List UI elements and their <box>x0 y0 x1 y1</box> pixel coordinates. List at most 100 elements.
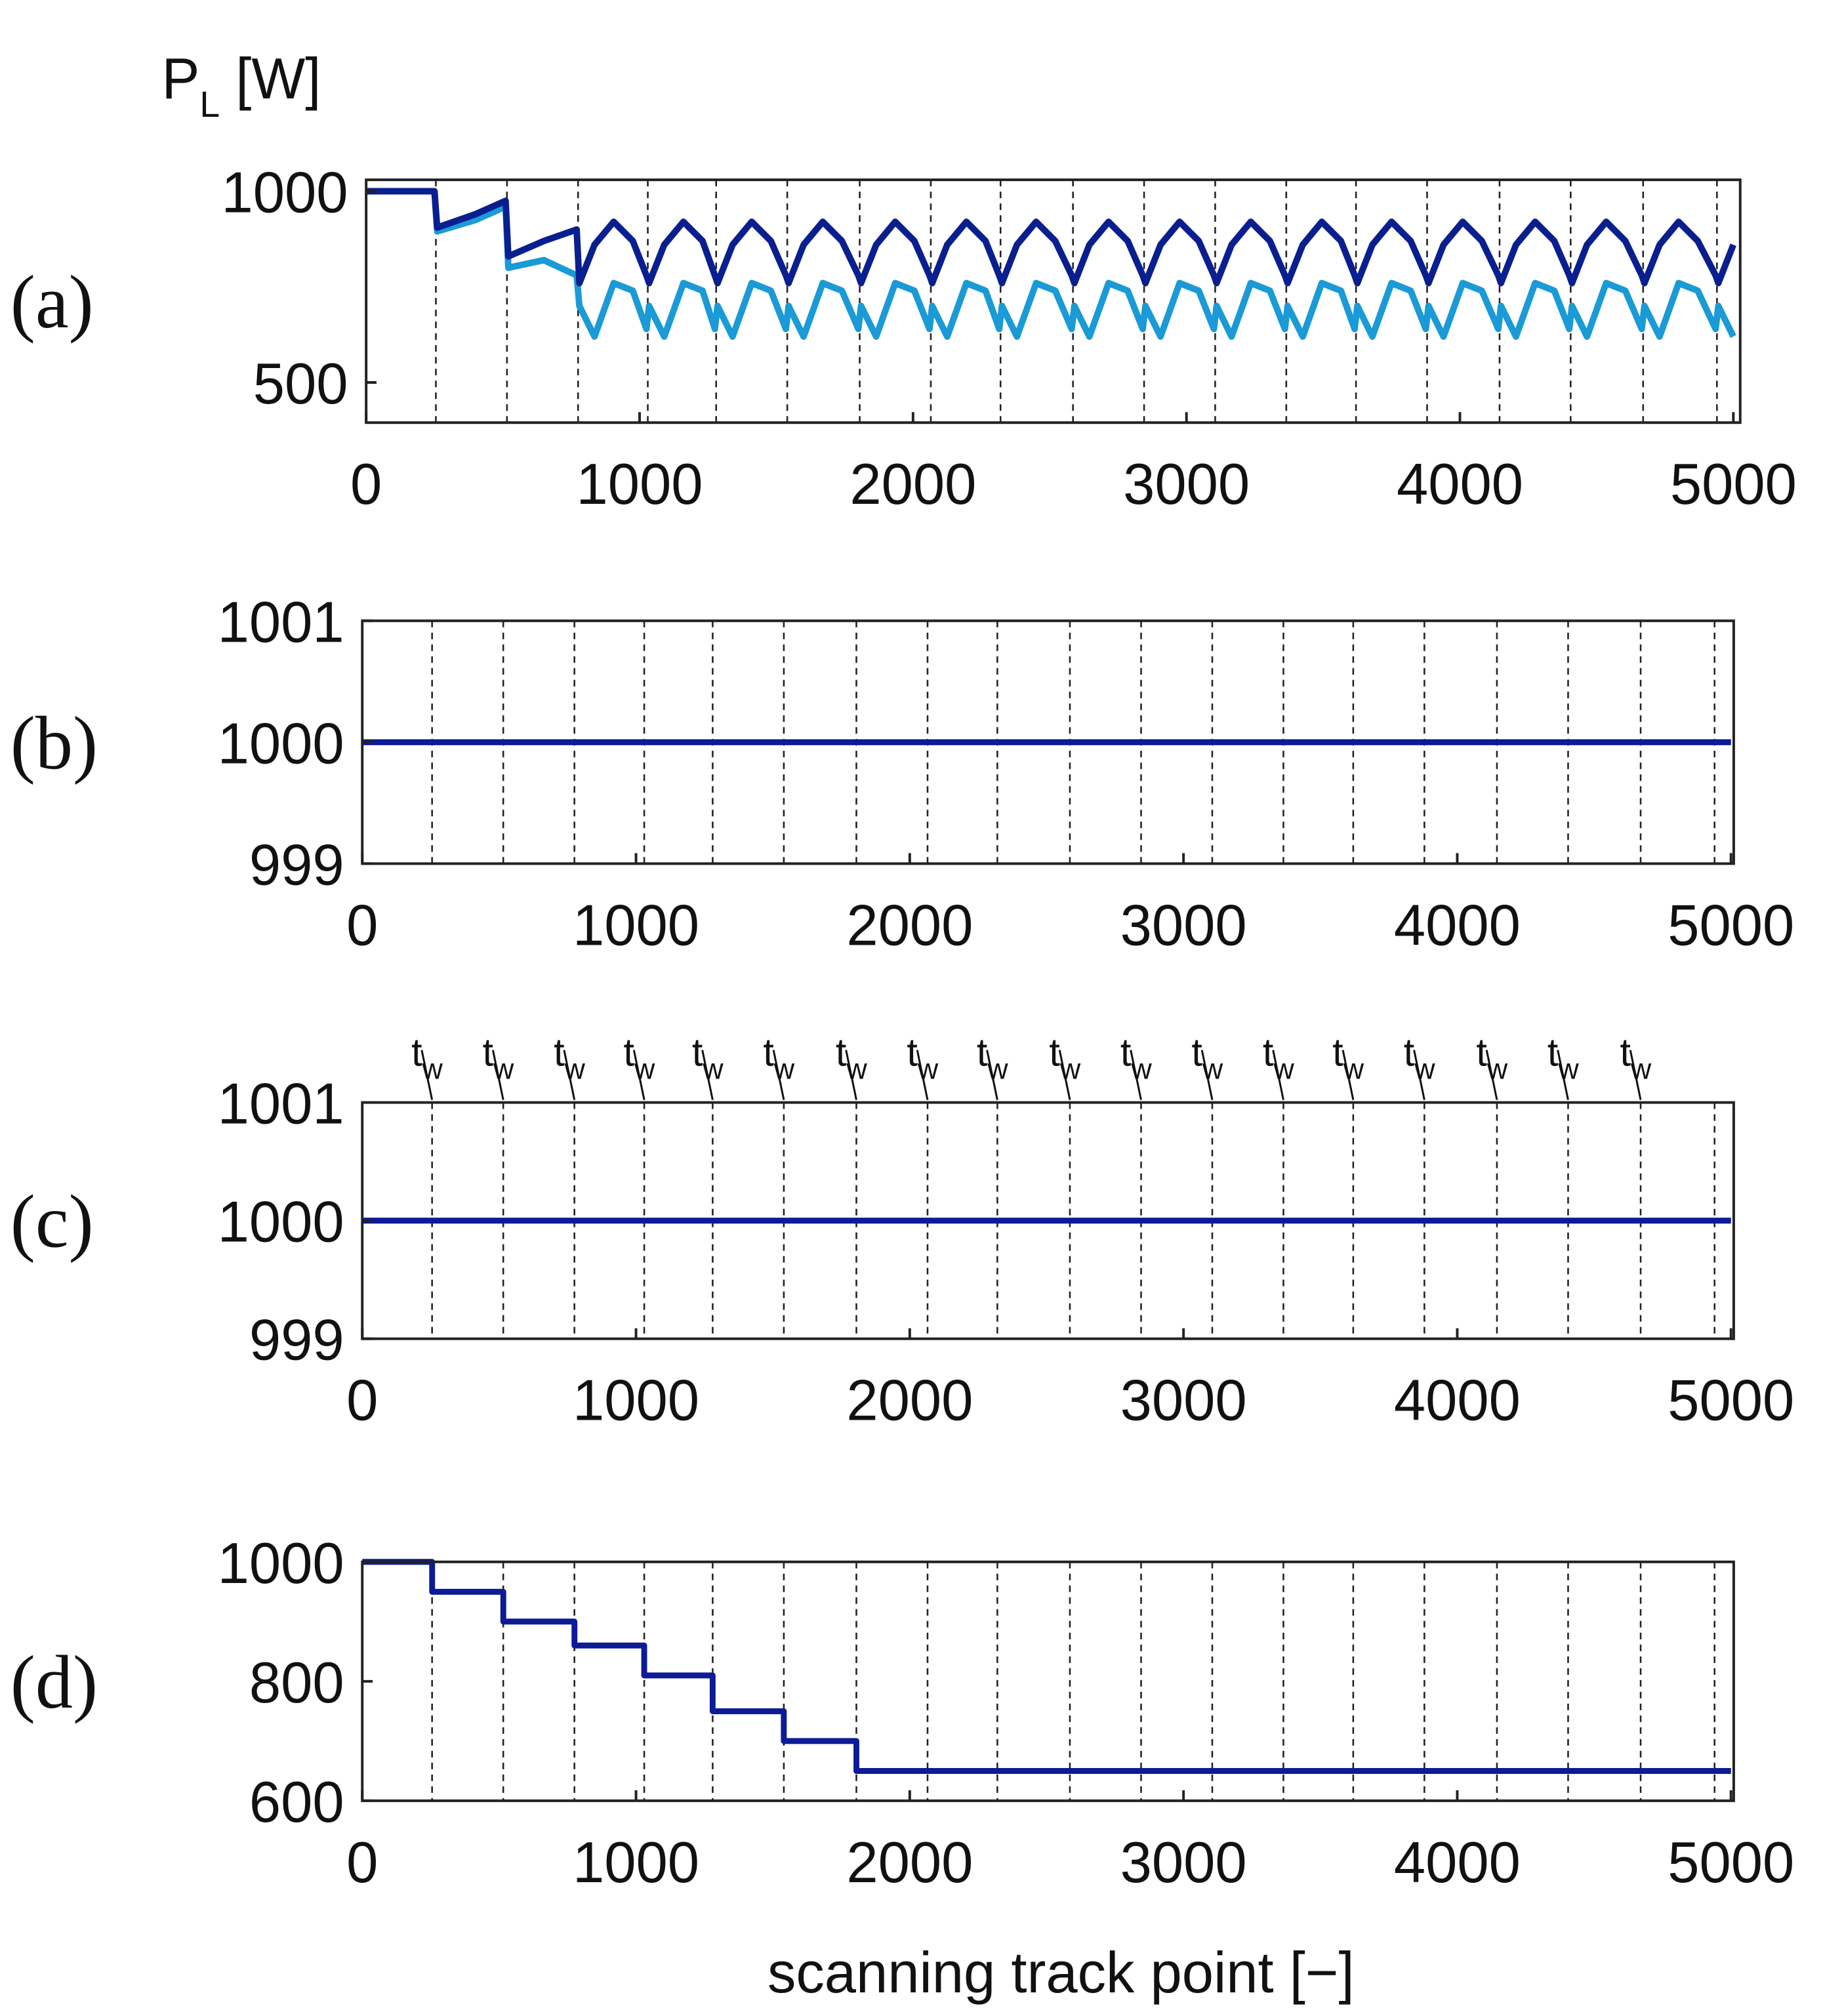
annotation-main: t <box>907 1030 918 1074</box>
annotation-arrow <box>845 1050 857 1100</box>
y-tick-label: 1000 <box>218 1531 344 1595</box>
annotation: tw <box>1476 1030 1507 1085</box>
x-tick-label: 4000 <box>1397 452 1523 517</box>
x-tick-label: 2000 <box>846 1368 973 1433</box>
annotation-main: t <box>1263 1030 1274 1074</box>
annotation-arrow <box>986 1050 998 1100</box>
annotation-arrow <box>1342 1050 1355 1100</box>
x-tick-label: 0 <box>346 893 378 958</box>
y-label-main: P <box>162 46 200 111</box>
annotation-sub: w <box>846 1053 867 1085</box>
annotation-sub: w <box>1486 1053 1508 1085</box>
x-tick-label: 1000 <box>573 1368 699 1433</box>
x-axis-label: scanning track point [−] <box>768 1940 1355 2005</box>
annotation-arrow <box>1272 1050 1284 1100</box>
annotation-main: t <box>624 1030 635 1074</box>
y-tick-label: 600 <box>249 1769 344 1834</box>
annotation-sub: w <box>1557 1053 1579 1085</box>
annotation-sub: w <box>1202 1053 1223 1085</box>
annotation-main: t <box>411 1030 422 1074</box>
data-line <box>366 188 1736 287</box>
annotation-main: t <box>1547 1030 1559 1074</box>
annotation-sub: w <box>987 1053 1008 1085</box>
annotation-main: t <box>1404 1030 1415 1074</box>
y-tick-label: 999 <box>249 833 344 897</box>
annotation-sub: w <box>1414 1053 1435 1085</box>
y-axis-label: PL [W] <box>162 46 321 125</box>
annotation-arrow <box>1485 1050 1498 1100</box>
annotation: tw <box>1620 1030 1651 1085</box>
annotation-arrow <box>491 1050 504 1100</box>
annotation-sub: w <box>1343 1053 1364 1085</box>
x-tick-label: 5000 <box>1668 893 1794 958</box>
annotation-arrow <box>1058 1050 1071 1100</box>
x-tick-label: 2000 <box>850 452 976 517</box>
annotation-main: t <box>763 1030 774 1074</box>
plot-frame <box>361 1560 1735 1802</box>
x-tick-label: 0 <box>346 1830 378 1895</box>
annotation-main: t <box>836 1030 847 1074</box>
annotation-main: t <box>1476 1030 1487 1074</box>
x-tick-label: 4000 <box>1394 893 1521 958</box>
x-tick-label: 1000 <box>573 893 699 958</box>
y-tick-label: 1000 <box>218 711 344 776</box>
x-tick-label: 4000 <box>1394 1368 1521 1433</box>
y-label-rest: [W] <box>220 46 321 111</box>
panel-label: (b) <box>10 701 98 785</box>
x-tick-label: 4000 <box>1394 1830 1521 1895</box>
x-tick-label: 3000 <box>1123 452 1250 517</box>
panel-label: (a) <box>10 259 94 344</box>
x-tick-label: 0 <box>346 1368 378 1433</box>
annotation-main: t <box>1620 1030 1631 1074</box>
annotation-main: t <box>483 1030 494 1074</box>
y-tick-label: 1001 <box>218 1071 344 1136</box>
annotation-arrow <box>772 1050 785 1100</box>
x-tick-label: 0 <box>350 452 382 517</box>
annotation-arrow <box>916 1050 929 1100</box>
x-tick-label: 2000 <box>846 1830 973 1895</box>
annotation-arrow <box>563 1050 576 1100</box>
y-tick-label: 1000 <box>222 160 348 225</box>
data-line <box>362 1559 1731 1774</box>
annotation-sub: w <box>1273 1053 1294 1085</box>
data-line <box>366 188 1736 340</box>
annotation: tw <box>1049 1030 1080 1085</box>
annotation: tw <box>411 1030 443 1085</box>
x-tick-label: 5000 <box>1668 1830 1794 1895</box>
annotation-arrow <box>1413 1050 1425 1100</box>
y-label-sub: L <box>199 84 220 125</box>
annotation-main: t <box>554 1030 565 1074</box>
annotation-main: t <box>1049 1030 1060 1074</box>
annotation-sub: w <box>1630 1053 1652 1085</box>
plot-frame <box>365 178 1742 424</box>
annotation-sub: w <box>564 1053 586 1085</box>
annotation-sub: w <box>702 1053 724 1085</box>
x-tick-label: 2000 <box>846 893 973 958</box>
annotation-arrow <box>1200 1050 1214 1100</box>
annotation-main: t <box>1191 1030 1202 1074</box>
y-tick-label: 999 <box>249 1307 344 1372</box>
y-tick-label: 500 <box>253 351 348 416</box>
annotation-sub: w <box>773 1053 795 1085</box>
x-tick-label: 3000 <box>1120 1368 1247 1433</box>
x-tick-label: 1000 <box>576 452 703 517</box>
y-tick-label: 1000 <box>218 1189 344 1254</box>
x-tick-label: 3000 <box>1120 893 1247 958</box>
panel-label: (d) <box>10 1639 98 1724</box>
annotation-main: t <box>1120 1030 1132 1074</box>
annotation-arrow <box>1629 1050 1642 1100</box>
x-tick-label: 1000 <box>573 1830 699 1895</box>
annotation: tw <box>483 1030 514 1085</box>
annotation-main: t <box>692 1030 703 1074</box>
annotation-arrow <box>420 1050 434 1100</box>
x-tick-label: 5000 <box>1668 1368 1794 1433</box>
x-tick-label: 5000 <box>1670 452 1797 517</box>
annotation-sub: w <box>634 1053 655 1085</box>
annotation-main: t <box>1332 1030 1343 1074</box>
annotation-sub: w <box>1059 1053 1081 1085</box>
x-tick-label: 3000 <box>1120 1830 1247 1895</box>
annotation-sub: w <box>422 1053 443 1085</box>
annotation-sub: w <box>493 1053 514 1085</box>
